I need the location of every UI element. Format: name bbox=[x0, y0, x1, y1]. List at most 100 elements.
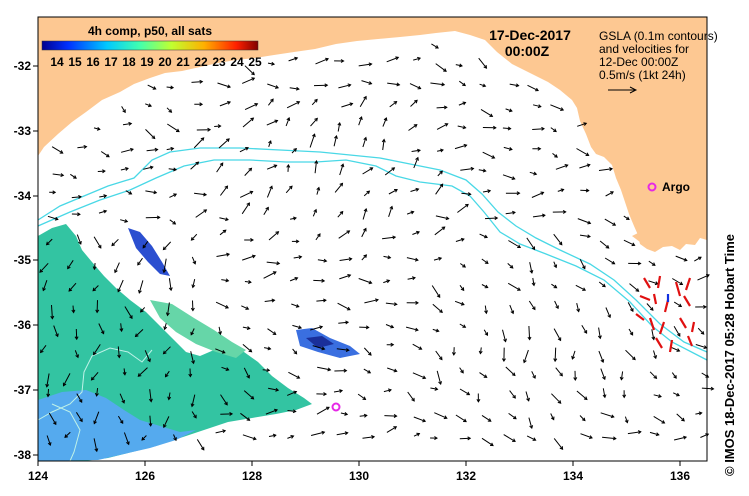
velocity-arrowhead bbox=[134, 333, 139, 338]
velocity-arrowhead bbox=[368, 62, 373, 67]
velocity-arrowhead bbox=[585, 188, 590, 193]
velocity-arrowhead bbox=[396, 82, 401, 87]
red-velocity-arrow bbox=[643, 277, 651, 289]
velocity-arrowhead bbox=[439, 309, 443, 314]
velocity-arrow bbox=[694, 256, 702, 262]
velocity-arrowhead bbox=[529, 425, 534, 430]
velocity-arrow bbox=[407, 277, 416, 280]
velocity-arrow bbox=[263, 207, 269, 216]
map-date: 17-Dec-2017 bbox=[489, 27, 571, 43]
velocity-arrow bbox=[363, 190, 370, 197]
velocity-arrowhead bbox=[512, 395, 516, 399]
velocity-arrow bbox=[123, 432, 130, 445]
velocity-arrowhead bbox=[583, 122, 588, 126]
velocity-arrowhead bbox=[327, 367, 332, 372]
velocity-arrowhead bbox=[483, 374, 488, 378]
velocity-arrowhead bbox=[411, 276, 416, 281]
velocity-arrow bbox=[673, 301, 682, 307]
velocity-arrow bbox=[168, 392, 171, 400]
velocity-arrow bbox=[293, 256, 302, 259]
velocity-arrowhead bbox=[347, 274, 352, 278]
velocity-arrow bbox=[137, 257, 143, 266]
velocity-arrow bbox=[337, 302, 351, 311]
velocity-arrowhead bbox=[148, 103, 153, 108]
velocity-arrowhead bbox=[163, 424, 167, 429]
velocity-arrow bbox=[241, 202, 250, 215]
velocity-arrow bbox=[431, 43, 439, 49]
velocity-arrowhead bbox=[167, 396, 172, 401]
velocity-arrow bbox=[267, 83, 279, 89]
velocity-arrowhead bbox=[564, 164, 569, 168]
red-velocity-arrow bbox=[683, 295, 691, 307]
velocity-arrow bbox=[653, 394, 662, 398]
velocity-arrowhead bbox=[411, 397, 415, 402]
velocity-arrowhead bbox=[394, 189, 398, 193]
velocity-arrowhead bbox=[45, 241, 50, 246]
velocity-arrowhead bbox=[168, 109, 173, 113]
velocity-arrow bbox=[93, 236, 102, 249]
velocity-arrowhead bbox=[381, 138, 386, 143]
velocity-arrow bbox=[219, 229, 227, 236]
velocity-arrow bbox=[288, 57, 298, 62]
velocity-arrowhead bbox=[531, 282, 536, 287]
velocity-arrow bbox=[190, 328, 195, 336]
velocity-arrowhead bbox=[122, 109, 126, 114]
velocity-arrowhead bbox=[272, 271, 277, 275]
velocity-arrow bbox=[528, 417, 533, 429]
velocity-arrowhead bbox=[137, 373, 142, 377]
velocity-arrowhead bbox=[286, 163, 291, 168]
velocity-arrowhead bbox=[470, 166, 475, 171]
velocity-arrow bbox=[553, 438, 563, 450]
velocity-arrow bbox=[242, 77, 255, 84]
velocity-arrowhead bbox=[517, 244, 522, 248]
velocity-arrowhead bbox=[637, 430, 642, 435]
velocity-arrow bbox=[627, 302, 634, 312]
red-velocity-arrow bbox=[635, 313, 645, 321]
map-time: 00:00Z bbox=[505, 43, 550, 59]
velocity-arrow bbox=[432, 303, 443, 313]
velocity-arrowhead bbox=[439, 170, 443, 175]
velocity-arrowhead bbox=[484, 332, 488, 337]
velocity-arrow bbox=[579, 234, 591, 238]
velocity-arrowhead bbox=[494, 216, 499, 221]
velocity-arrowhead bbox=[68, 287, 73, 292]
velocity-arrow bbox=[526, 435, 536, 441]
velocity-arrow bbox=[340, 412, 348, 415]
velocity-arrow bbox=[507, 282, 521, 291]
velocity-arrowhead bbox=[661, 420, 666, 424]
velocity-arrow bbox=[384, 167, 395, 176]
velocity-arrow bbox=[551, 283, 557, 289]
velocity-arrow bbox=[338, 230, 350, 239]
velocity-arrowhead bbox=[226, 252, 231, 257]
velocity-arrow bbox=[70, 173, 77, 179]
velocity-arrowhead bbox=[503, 338, 507, 343]
velocity-arrow bbox=[163, 241, 172, 250]
velocity-arrow bbox=[77, 146, 87, 149]
velocity-arrow bbox=[362, 137, 367, 148]
velocity-arrowhead bbox=[275, 85, 280, 89]
velocity-arrowhead bbox=[162, 350, 167, 355]
velocity-arrow bbox=[598, 168, 613, 171]
red-velocity-arrow bbox=[658, 321, 666, 335]
velocity-arrowhead bbox=[121, 399, 125, 404]
velocity-arrow bbox=[341, 103, 353, 108]
velocity-arrow bbox=[555, 367, 563, 377]
velocity-arrowhead bbox=[221, 350, 226, 354]
velocity-arrow bbox=[697, 327, 705, 335]
velocity-arrow bbox=[338, 84, 351, 89]
sst-swath bbox=[38, 224, 360, 461]
velocity-arrowhead bbox=[651, 336, 656, 341]
velocity-arrowhead bbox=[507, 126, 512, 131]
velocity-arrow bbox=[312, 209, 317, 217]
velocity-arrow bbox=[576, 302, 580, 312]
velocity-arrow bbox=[98, 323, 105, 334]
velocity-arrow bbox=[387, 82, 400, 86]
velocity-arrowhead bbox=[516, 191, 521, 196]
velocity-arrow bbox=[409, 83, 421, 90]
velocity-arrow bbox=[454, 144, 467, 150]
velocity-arrowhead bbox=[368, 280, 373, 285]
velocity-arrowhead bbox=[676, 333, 681, 337]
velocity-arrow bbox=[166, 107, 172, 113]
velocity-arrowhead bbox=[222, 429, 227, 434]
